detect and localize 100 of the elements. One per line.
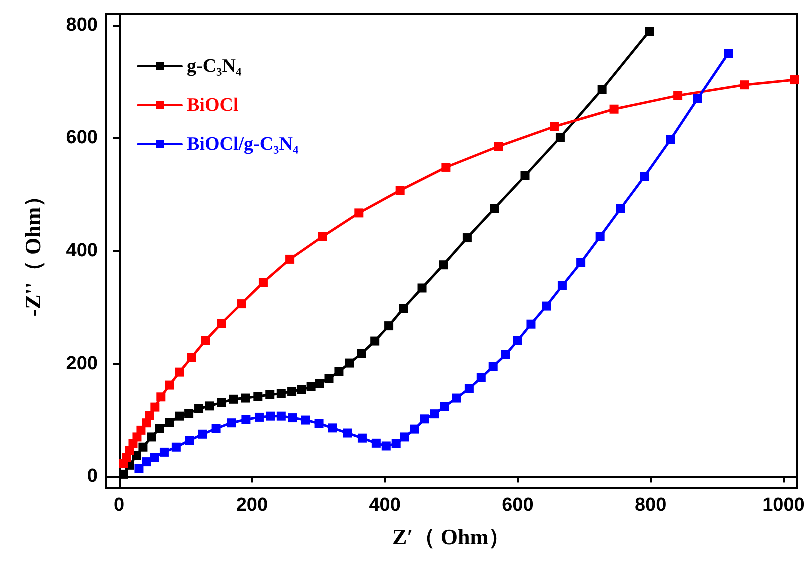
point — [276, 389, 286, 398]
point — [334, 367, 344, 376]
point — [382, 442, 391, 451]
point — [488, 362, 498, 372]
point — [640, 172, 650, 182]
y-tick-label: 200 — [66, 353, 98, 374]
point — [674, 91, 683, 100]
point — [145, 411, 154, 420]
legend-label: g-C₃N₄ — [187, 56, 242, 77]
point — [175, 368, 184, 377]
x-tick-label: 1000 — [762, 495, 805, 516]
point — [276, 412, 286, 421]
point — [187, 353, 196, 362]
point — [315, 379, 324, 388]
point — [229, 394, 238, 404]
point — [645, 26, 654, 36]
y-axis-title: -Z''（ Ohm） — [20, 185, 46, 317]
point — [328, 424, 338, 433]
point — [142, 458, 152, 467]
point — [301, 416, 310, 425]
point — [254, 412, 264, 422]
point — [384, 322, 394, 331]
point — [358, 434, 367, 443]
point — [666, 135, 676, 144]
point — [558, 281, 567, 290]
point — [399, 304, 408, 314]
point — [464, 384, 474, 394]
y-tick-label: 400 — [66, 240, 98, 262]
point — [410, 424, 420, 434]
point — [134, 464, 144, 474]
point — [147, 432, 156, 442]
point — [610, 104, 619, 114]
point — [150, 402, 160, 412]
point — [400, 432, 410, 442]
point — [288, 387, 297, 396]
point — [150, 453, 160, 462]
point — [476, 373, 486, 382]
point — [306, 382, 316, 392]
legend-label: BiOCl — [187, 95, 239, 116]
point — [254, 392, 263, 402]
point — [136, 426, 146, 435]
point — [298, 385, 307, 394]
point — [420, 414, 430, 424]
point — [165, 418, 174, 428]
point — [198, 430, 208, 439]
point — [155, 424, 164, 434]
point — [354, 208, 364, 218]
point — [288, 414, 298, 423]
point — [442, 162, 451, 172]
point — [370, 336, 380, 346]
point — [556, 133, 565, 142]
point — [418, 284, 427, 293]
point — [392, 439, 401, 448]
point — [324, 374, 334, 384]
point — [205, 402, 214, 411]
point — [616, 204, 626, 214]
point — [576, 258, 586, 268]
point — [217, 398, 226, 408]
point — [396, 186, 405, 196]
point — [160, 448, 169, 457]
point — [440, 402, 450, 412]
point — [372, 438, 381, 448]
point — [175, 412, 184, 421]
point — [165, 380, 174, 390]
point — [242, 415, 251, 424]
point — [520, 171, 530, 180]
x-tick-label: 0 — [114, 495, 125, 516]
point — [724, 49, 734, 58]
point — [227, 418, 236, 428]
legend-label: BiOCl/g-C₃N₄ — [187, 134, 299, 155]
point — [185, 436, 194, 446]
point — [494, 142, 504, 152]
point — [194, 404, 204, 414]
x-tick-label: 400 — [369, 495, 401, 516]
x-tick-label: 800 — [634, 495, 667, 516]
point — [156, 392, 166, 402]
point — [439, 260, 448, 270]
point — [430, 410, 440, 419]
point — [241, 394, 250, 403]
point — [550, 122, 559, 132]
point — [318, 232, 328, 242]
point — [452, 394, 462, 403]
point — [314, 419, 324, 428]
point — [462, 234, 472, 243]
point — [184, 409, 194, 418]
x-tick-label: 200 — [236, 495, 268, 516]
point — [172, 442, 181, 452]
point — [343, 428, 352, 438]
point — [598, 85, 607, 94]
y-tick-label: 600 — [66, 128, 98, 149]
point — [542, 302, 552, 311]
point — [201, 336, 210, 346]
point — [790, 76, 800, 85]
y-tick-label: 800 — [66, 14, 98, 36]
point — [286, 254, 295, 264]
point — [490, 204, 500, 214]
y-tick-label: 0 — [87, 466, 98, 488]
point — [596, 232, 605, 242]
point — [357, 349, 366, 358]
point — [526, 320, 536, 329]
